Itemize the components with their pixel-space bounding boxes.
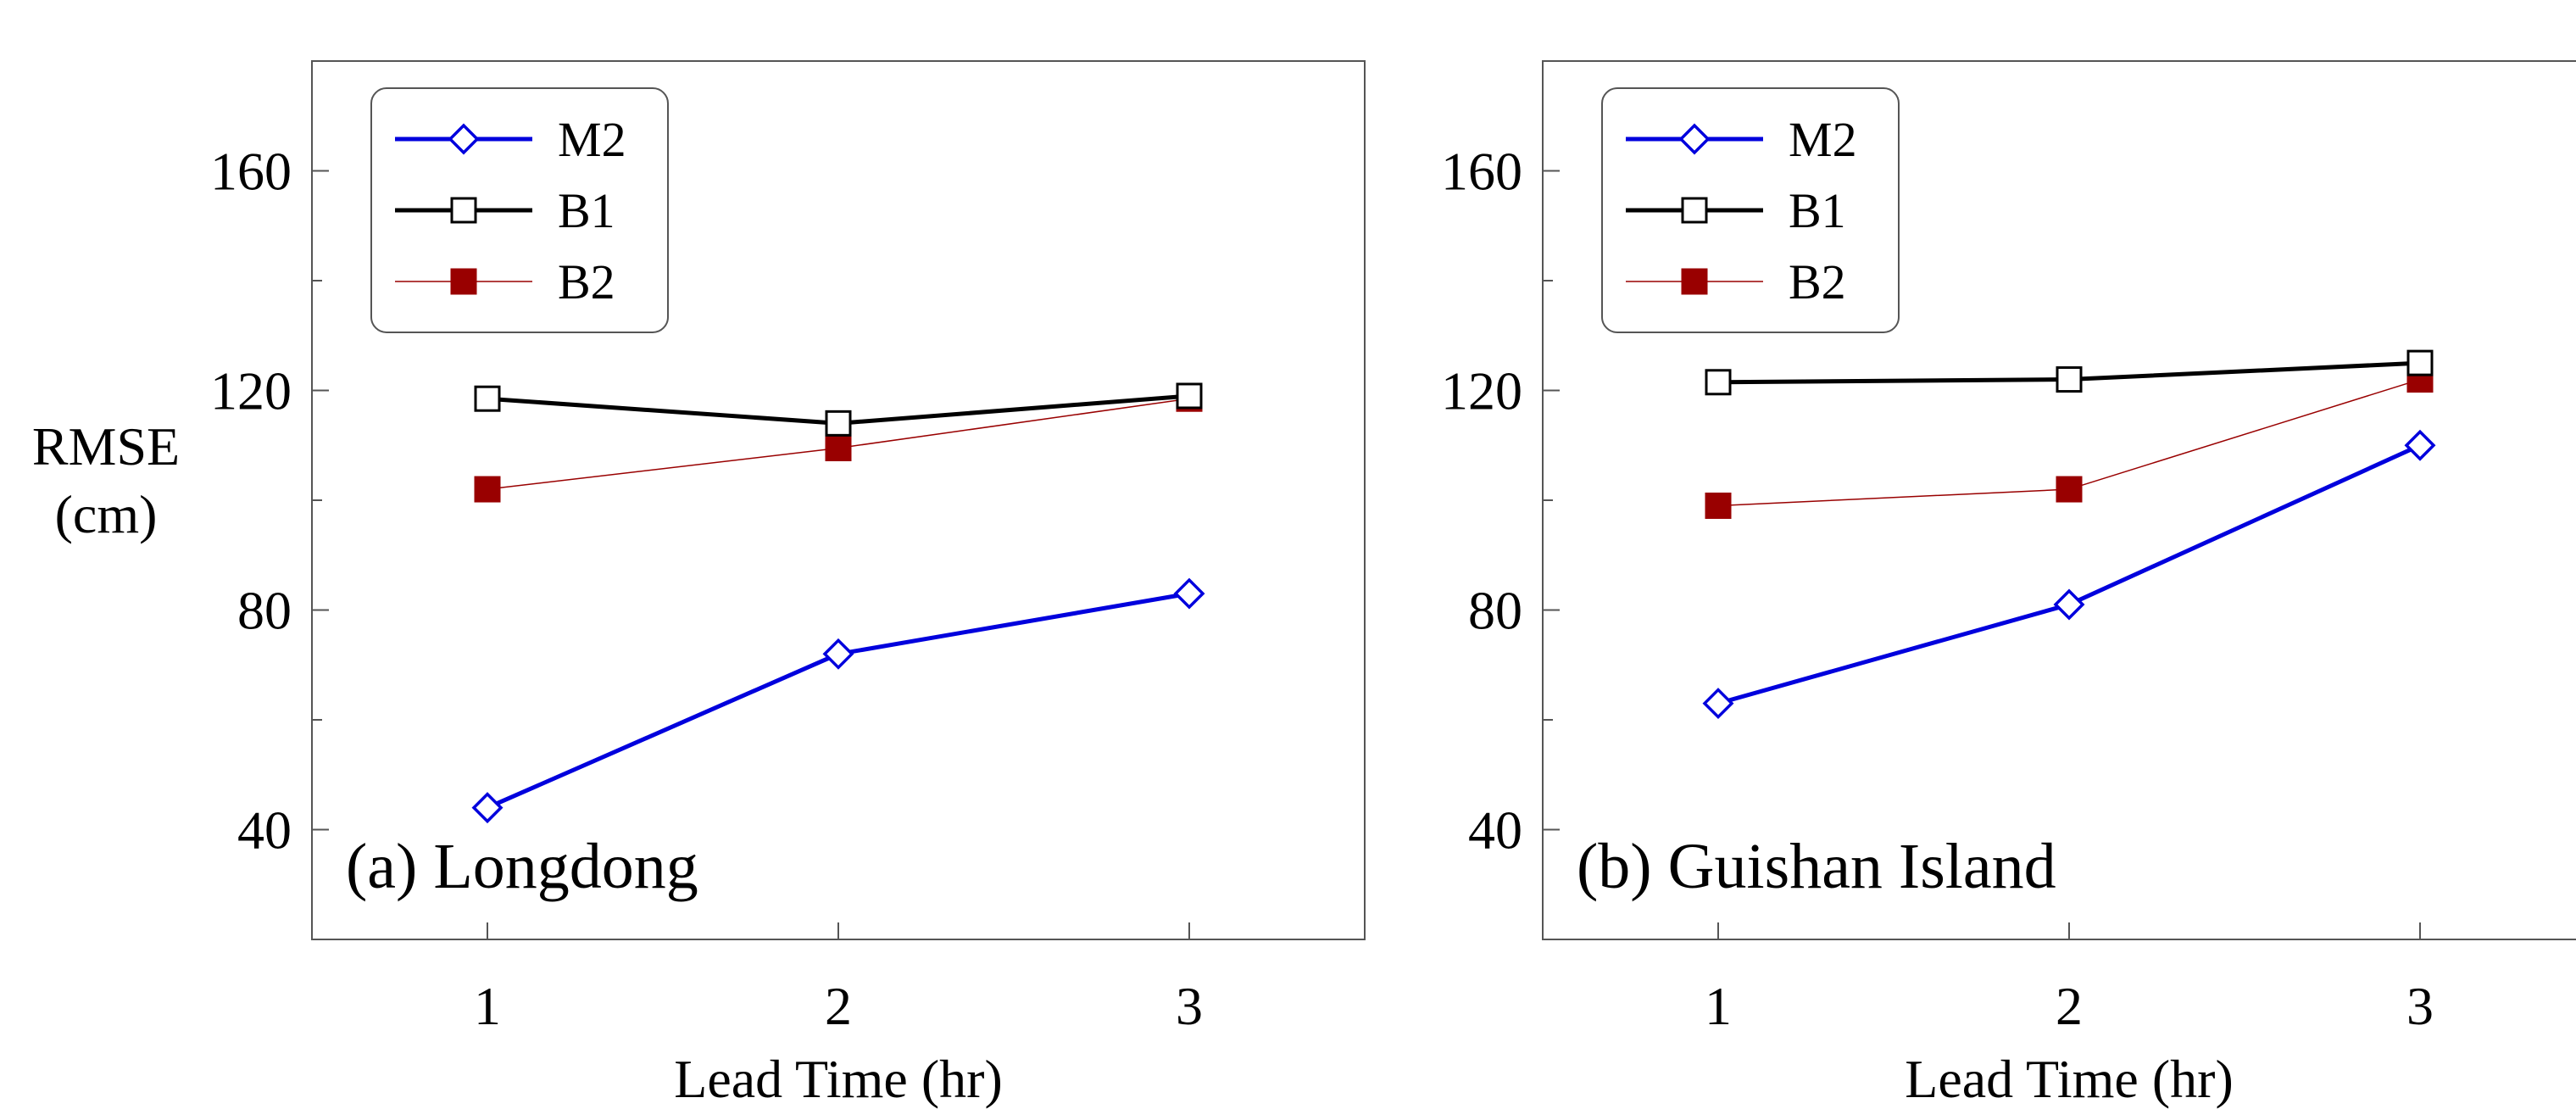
- legend-label-b1: B1: [558, 183, 615, 238]
- legend-marker-b2: [450, 268, 477, 295]
- legend-label-b2: B2: [558, 254, 615, 309]
- data-point-m2: [1173, 577, 1205, 610]
- series-m2: [471, 577, 1205, 824]
- data-point-b2: [825, 434, 852, 461]
- y-tick-label: 40: [1468, 800, 1522, 861]
- data-point-b1: [2406, 349, 2434, 376]
- chart-panel-guishan-island: 40 80 120 160 1 2 3 Lead Time (hr) (b) Guishan I…: [1441, 60, 2576, 1109]
- x-tick-label: 3: [1176, 976, 1203, 1036]
- panel-title: (b) Guishan Island: [1577, 831, 2056, 902]
- series-b1: [1705, 349, 2434, 396]
- data-point-b1: [825, 410, 852, 437]
- y-tick-label: 120: [1441, 361, 1522, 421]
- x-axis-title: Lead Time (hr): [1905, 1049, 2234, 1109]
- data-point-b1: [1705, 369, 1732, 396]
- y-axis-title-line-2: (cm): [55, 484, 158, 544]
- chart-panel-longdong: 40 80 120 160 1 2 3 Lead Time (hr) (a) Longdong M…: [210, 60, 1366, 1109]
- x-tick-label: 1: [1705, 976, 1732, 1036]
- data-point-b2: [2056, 476, 2083, 503]
- data-point-b1: [474, 385, 501, 412]
- series-b1: [474, 382, 1203, 437]
- y-tick-label: 160: [1441, 142, 1522, 202]
- legend-marker-m2: [448, 123, 480, 155]
- data-point-b2: [474, 476, 501, 503]
- data-point-m2: [822, 638, 854, 670]
- legend-label-b2: B2: [1789, 254, 1846, 309]
- legend-label-b1: B1: [1789, 183, 1846, 238]
- data-point-b1: [2056, 366, 2083, 393]
- y-tick-label: 80: [237, 581, 292, 641]
- series-m2: [1702, 429, 2436, 720]
- x-tick-label: 3: [2406, 976, 2434, 1036]
- y-tick-label: 80: [1468, 581, 1522, 641]
- legend-label-m2: M2: [558, 112, 626, 167]
- y-axis-title-line-1: RMSE: [32, 416, 180, 476]
- data-point-m2: [471, 792, 504, 824]
- y-tick-label: 40: [237, 800, 292, 861]
- x-tick-label: 2: [825, 976, 852, 1036]
- y-tick-label: 160: [210, 142, 292, 202]
- legend-label-m2: M2: [1789, 112, 1857, 167]
- legend-marker-b2: [1681, 268, 1708, 295]
- x-tick-label: 2: [2056, 976, 2083, 1036]
- legend-marker-b1: [1681, 197, 1708, 224]
- data-point-m2: [1702, 688, 1734, 720]
- x-tick-label: 1: [474, 976, 501, 1036]
- legend-marker-b1: [450, 197, 477, 224]
- data-point-b1: [1176, 382, 1203, 410]
- x-axis-title: Lead Time (hr): [674, 1049, 1003, 1109]
- legend-marker-m2: [1678, 123, 1711, 155]
- series-line-m2: [486, 591, 1190, 810]
- y-tick-label: 120: [210, 361, 292, 421]
- data-point-m2: [2404, 429, 2436, 461]
- legend: M2 B1 B2: [1601, 87, 1900, 333]
- legend: M2 B1 B2: [370, 87, 669, 333]
- data-point-b2: [1705, 492, 1732, 519]
- panel-title: (a) Longdong: [346, 831, 698, 902]
- data-point-m2: [2053, 588, 2085, 621]
